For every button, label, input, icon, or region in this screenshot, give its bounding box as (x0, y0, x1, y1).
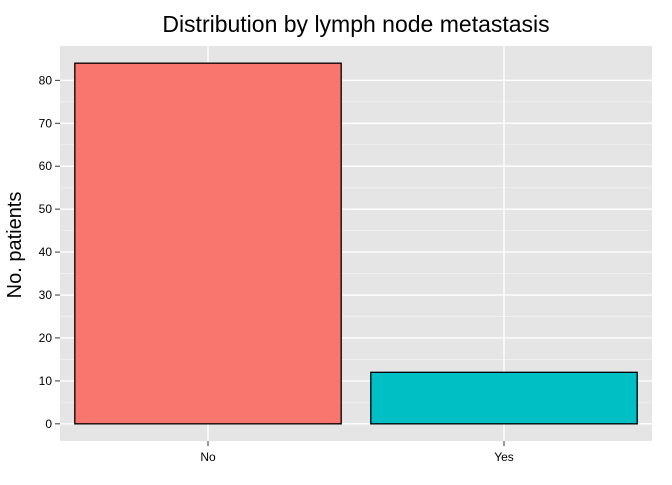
y-tick-label: 80 (39, 73, 53, 87)
y-tick-label: 50 (39, 202, 53, 216)
x-tick-label: No (200, 450, 216, 464)
plot-area: 0 10 20 30 40 50 60 70 80 No Yes (39, 46, 652, 464)
y-tick-label: 40 (39, 245, 53, 259)
y-tick-label: 0 (45, 417, 52, 431)
y-tick-label: 20 (39, 331, 53, 345)
y-axis-label: No. patients (4, 192, 26, 299)
y-tick-label: 10 (39, 374, 53, 388)
y-tick-label: 60 (39, 159, 53, 173)
y-tick-label: 70 (39, 116, 53, 130)
bar-yes (371, 372, 637, 424)
x-tick-label: Yes (494, 450, 514, 464)
y-tick-label: 30 (39, 288, 53, 302)
chart-title: Distribution by lymph node metastasis (162, 11, 549, 37)
bar-no (75, 63, 341, 424)
